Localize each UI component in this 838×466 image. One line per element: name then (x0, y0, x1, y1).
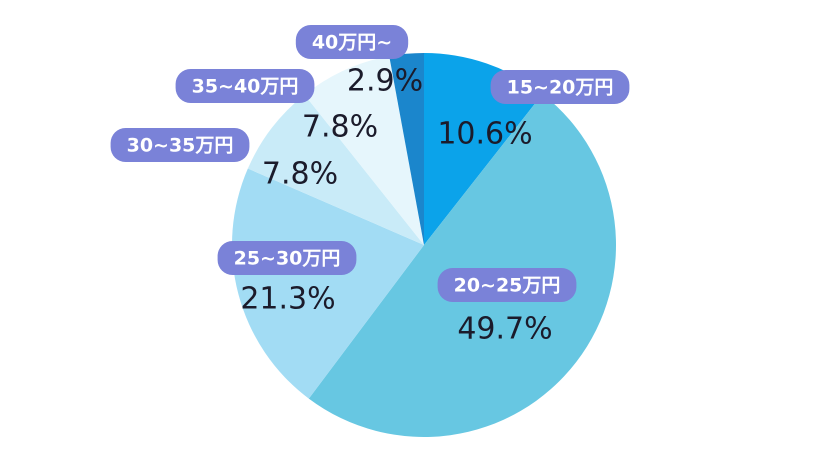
category-pill (295, 25, 409, 59)
category-pill (217, 241, 357, 275)
category-label: 35~40万円 (192, 76, 299, 98)
pie-slice (304, 56, 424, 245)
category-pill (437, 268, 577, 302)
value-label: 2.9% (347, 64, 423, 99)
value-label: 49.7% (457, 312, 552, 347)
category-pill (110, 128, 250, 162)
value-label: 10.6% (437, 117, 532, 152)
pie-slice (232, 168, 424, 399)
category-label: 15~20万円 (507, 77, 614, 99)
pie-slice (389, 53, 424, 245)
pie-slice (308, 93, 617, 438)
category-pill (175, 69, 315, 103)
value-label: 21.3% (240, 282, 335, 317)
category-label: 30~35万円 (127, 135, 234, 157)
value-label: 7.8% (262, 157, 338, 192)
category-label: 25~30万円 (234, 248, 341, 270)
category-label: 20~25万円 (454, 275, 561, 297)
value-label: 7.8% (302, 110, 378, 145)
category-label: 40万円~ (312, 32, 392, 54)
category-pill (490, 70, 630, 104)
pie-slice (247, 94, 424, 246)
